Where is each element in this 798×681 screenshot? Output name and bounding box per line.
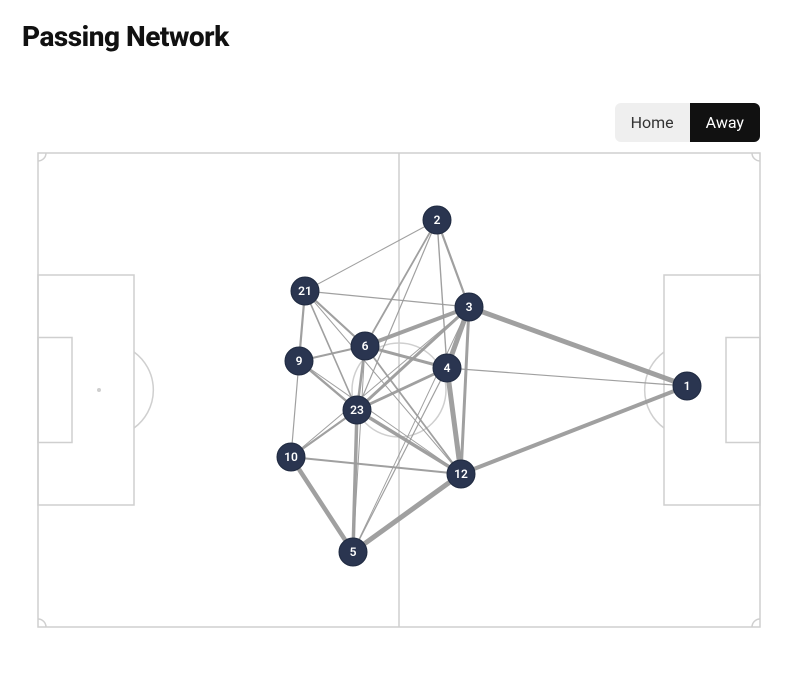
player-node-1[interactable]: 1 bbox=[673, 372, 701, 400]
network-edges bbox=[291, 220, 687, 552]
team-toggle: Home Away bbox=[615, 103, 760, 142]
player-node-label: 2 bbox=[434, 213, 441, 227]
player-node-label: 12 bbox=[454, 467, 468, 481]
team-toggle-row: Home Away bbox=[22, 103, 776, 142]
player-node-6[interactable]: 6 bbox=[351, 332, 379, 360]
edge-23-5 bbox=[353, 410, 357, 552]
passing-network-panel: Passing Network Home Away 12346219231012… bbox=[0, 0, 798, 681]
edge-1-3 bbox=[469, 307, 687, 386]
player-node-4[interactable]: 4 bbox=[433, 354, 461, 382]
player-node-label: 10 bbox=[284, 450, 298, 464]
toggle-away-button[interactable]: Away bbox=[690, 103, 760, 142]
player-node-label: 9 bbox=[296, 354, 303, 368]
pitch-container: 123462192310125 bbox=[22, 152, 776, 628]
edge-2-23 bbox=[357, 220, 437, 410]
player-node-3[interactable]: 3 bbox=[455, 293, 483, 321]
player-node-5[interactable]: 5 bbox=[339, 538, 367, 566]
player-node-12[interactable]: 12 bbox=[447, 460, 475, 488]
edge-10-5 bbox=[291, 457, 353, 552]
edge-1-12 bbox=[461, 386, 687, 474]
page-title: Passing Network bbox=[22, 20, 776, 53]
player-node-label: 4 bbox=[444, 361, 451, 375]
player-node-label: 6 bbox=[362, 339, 369, 353]
player-node-2[interactable]: 2 bbox=[423, 206, 451, 234]
toggle-home-button[interactable]: Home bbox=[615, 103, 690, 142]
player-node-label: 1 bbox=[684, 379, 691, 393]
network-nodes: 123462192310125 bbox=[277, 206, 701, 566]
edge-4-23 bbox=[357, 368, 447, 410]
edge-12-5 bbox=[353, 474, 461, 552]
player-node-23[interactable]: 23 bbox=[343, 396, 371, 424]
player-node-10[interactable]: 10 bbox=[277, 443, 305, 471]
player-node-label: 21 bbox=[298, 284, 312, 298]
edge-4-5 bbox=[353, 368, 447, 552]
pitch-svg: 123462192310125 bbox=[37, 152, 761, 628]
player-node-label: 3 bbox=[466, 300, 473, 314]
player-node-label: 23 bbox=[350, 403, 364, 417]
edge-3-10 bbox=[291, 307, 469, 457]
edge-3-21 bbox=[305, 291, 469, 307]
player-node-9[interactable]: 9 bbox=[285, 347, 313, 375]
player-node-21[interactable]: 21 bbox=[291, 277, 319, 305]
player-node-label: 5 bbox=[350, 545, 357, 559]
